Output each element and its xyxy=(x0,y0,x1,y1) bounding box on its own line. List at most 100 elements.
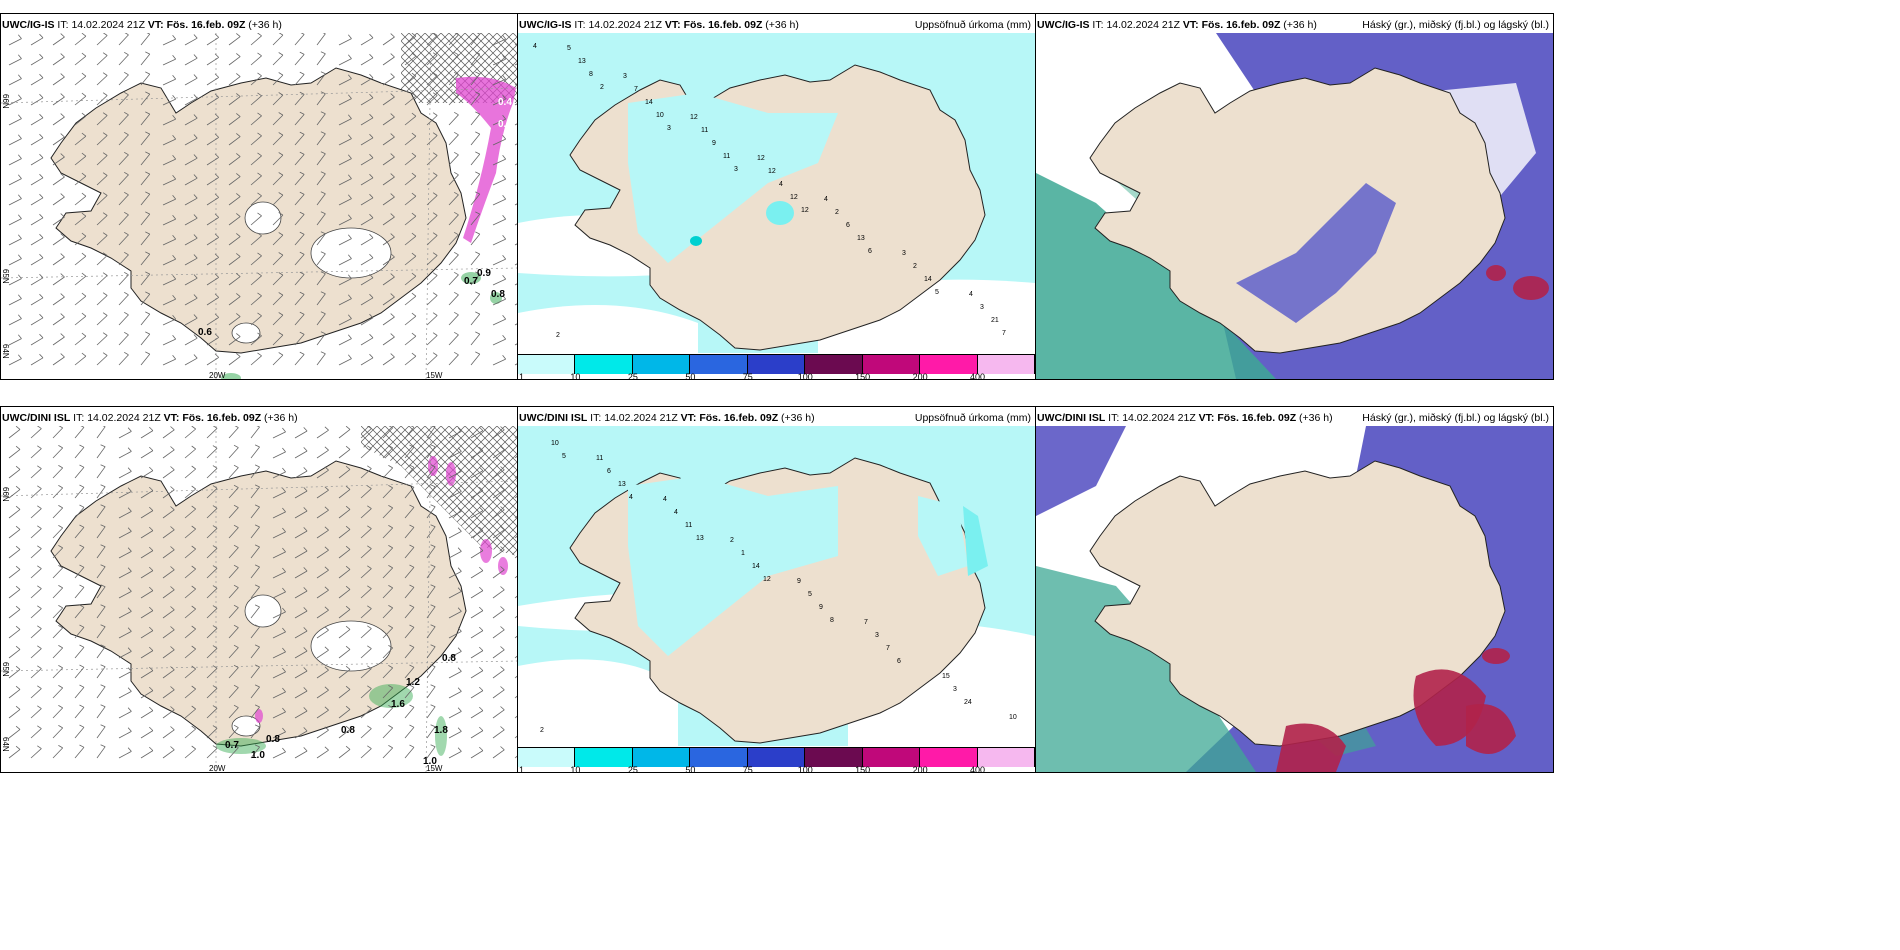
wind-panel-row2: UWC/DINI ISL IT: 14.02.2024 21Z VT: Fös.… xyxy=(0,406,518,773)
precip-value: 11 xyxy=(596,455,603,462)
precip-panel-row1: UWC/IG-IS IT: 14.02.2024 21Z VT: Fös. 16… xyxy=(517,13,1036,380)
colorbar-tick: 50 xyxy=(685,765,696,773)
value-label: 0.8 xyxy=(442,653,456,664)
colorbar-tick: 75 xyxy=(742,372,753,380)
precip-value: 7 xyxy=(886,645,890,652)
precip-value: 12 xyxy=(768,168,776,175)
colorbar-tick: 200 xyxy=(912,765,928,773)
value-label: 1.2 xyxy=(406,677,420,688)
precip-value: 5 xyxy=(935,289,939,296)
precip-values: 4233126578101112131421131494623571112234… xyxy=(533,43,1006,339)
value-label: 1.0 xyxy=(251,750,265,761)
panel-title: UWC/DINI ISL IT: 14.02.2024 21Z VT: Fös.… xyxy=(2,412,298,424)
precip-value: 10 xyxy=(656,112,664,119)
precip-value: 2 xyxy=(913,263,917,270)
colorbar-segment xyxy=(632,355,691,374)
colorbar-segment xyxy=(977,355,1035,374)
hatched-area xyxy=(361,426,517,556)
value-label: 0.8 xyxy=(491,289,505,300)
colorbar-segment xyxy=(575,355,633,374)
precip-value: 14 xyxy=(924,276,932,283)
precip-panel-row2: UWC/DINI ISL IT: 14.02.2024 21Z VT: Fös.… xyxy=(517,406,1036,773)
colorbar-segment xyxy=(920,355,978,374)
precip-value: 12 xyxy=(763,576,771,583)
precip-value: 2 xyxy=(835,209,839,216)
cloud-panel-row1: UWC/IG-IS IT: 14.02.2024 21Z VT: Fös. 16… xyxy=(1035,13,1554,380)
precip-value: 24 xyxy=(964,699,972,706)
panel-right-title: Uppsöfnuð úrkoma (mm) xyxy=(914,19,1031,31)
value-label: 0.6 xyxy=(198,327,212,338)
precip-value: 14 xyxy=(645,99,653,106)
precip-colorbar-labels: 1 10 25 50 75 100 150 200 400 xyxy=(518,372,1035,380)
precip-value: 7 xyxy=(634,86,638,93)
precip-value: 10 xyxy=(1009,714,1017,721)
colorbar-tick: 400 xyxy=(970,765,986,773)
colorbar-tick: 100 xyxy=(797,372,813,380)
lat-label: 64N xyxy=(1,737,10,752)
panel-right-title: Háský (gr.), miðský (fj.bl.) og lágský (… xyxy=(1362,19,1549,31)
colorbar-segment xyxy=(977,748,1035,767)
colorbar-tick: 10 xyxy=(570,765,581,773)
precip-value: 13 xyxy=(618,481,626,488)
lat-label: 66N xyxy=(1,94,10,109)
panel-right-title: Uppsöfnuð úrkoma (mm) xyxy=(914,412,1031,424)
precip-value: 4 xyxy=(969,291,973,298)
precip-value: 4 xyxy=(674,509,678,516)
precip-value: 9 xyxy=(712,140,716,147)
lat-label: 66N xyxy=(1,487,10,502)
precip-value: 3 xyxy=(875,632,879,639)
precip-value: 2 xyxy=(600,84,604,91)
cloud-map xyxy=(1036,33,1553,379)
colorbar-segment xyxy=(690,748,748,767)
precip-value: 10 xyxy=(551,440,559,447)
colorbar-tick: 25 xyxy=(627,372,638,380)
precip-value: 5 xyxy=(808,591,812,598)
precip-value: 4 xyxy=(663,496,667,503)
panel-right-title: Háský (gr.), miðský (fj.bl.) og lágský (… xyxy=(1362,412,1549,424)
precip-value: 7 xyxy=(864,619,868,626)
panel-title: UWC/DINI ISL IT: 14.02.2024 21Z VT: Fös.… xyxy=(1037,412,1333,424)
colorbar-segment xyxy=(805,355,863,374)
value-label: 0.8 xyxy=(341,725,355,736)
precip-value: 9 xyxy=(797,578,801,585)
precip-value: 13 xyxy=(857,235,865,242)
precip-value: 12 xyxy=(690,114,698,121)
precip-value: 6 xyxy=(607,468,611,475)
precip-value: 3 xyxy=(734,166,738,173)
lon-label: 15W xyxy=(426,764,443,773)
colorbar-segment xyxy=(920,748,978,767)
wind-barbs xyxy=(8,426,517,759)
colorbar-segment xyxy=(690,355,748,374)
wind-panel-row1: UWC/IG-IS IT: 14.02.2024 21Z VT: Fös. 16… xyxy=(0,13,518,380)
value-label: 0.6 xyxy=(498,119,512,130)
precip-value: 8 xyxy=(589,71,593,78)
precip-value: 3 xyxy=(667,125,671,132)
precip-value: 4 xyxy=(779,181,783,188)
colorbar-segment xyxy=(805,748,863,767)
colorbar-segment xyxy=(518,748,576,767)
precip-value: 11 xyxy=(685,522,692,529)
precip-value: 3 xyxy=(902,250,906,257)
precip-accent-pink xyxy=(456,76,516,243)
precip-value: 4 xyxy=(533,43,537,50)
colorbar-segment xyxy=(575,748,633,767)
colorbar-tick: 150 xyxy=(855,372,871,380)
value-label: 1.8 xyxy=(434,725,448,736)
value-label: 0.9 xyxy=(477,268,491,279)
value-label: 0.7 xyxy=(225,740,239,751)
panel-title: UWC/IG-IS IT: 14.02.2024 21Z VT: Fös. 16… xyxy=(1037,19,1317,31)
colorbar-tick: 75 xyxy=(742,765,753,773)
precip-colorbar xyxy=(518,747,1035,767)
colorbar-segment xyxy=(632,748,691,767)
panel-title: UWC/IG-IS IT: 14.02.2024 21Z VT: Fös. 16… xyxy=(2,19,282,31)
colorbar-segment xyxy=(747,748,806,767)
precip-value: 3 xyxy=(980,304,984,311)
colorbar-tick: 400 xyxy=(970,372,986,380)
colorbar-tick: 100 xyxy=(797,765,813,773)
precip-value: 15 xyxy=(942,673,950,680)
precip-value: 3 xyxy=(623,73,627,80)
value-label: 1.6 xyxy=(391,699,405,710)
colorbar-segment xyxy=(862,355,921,374)
